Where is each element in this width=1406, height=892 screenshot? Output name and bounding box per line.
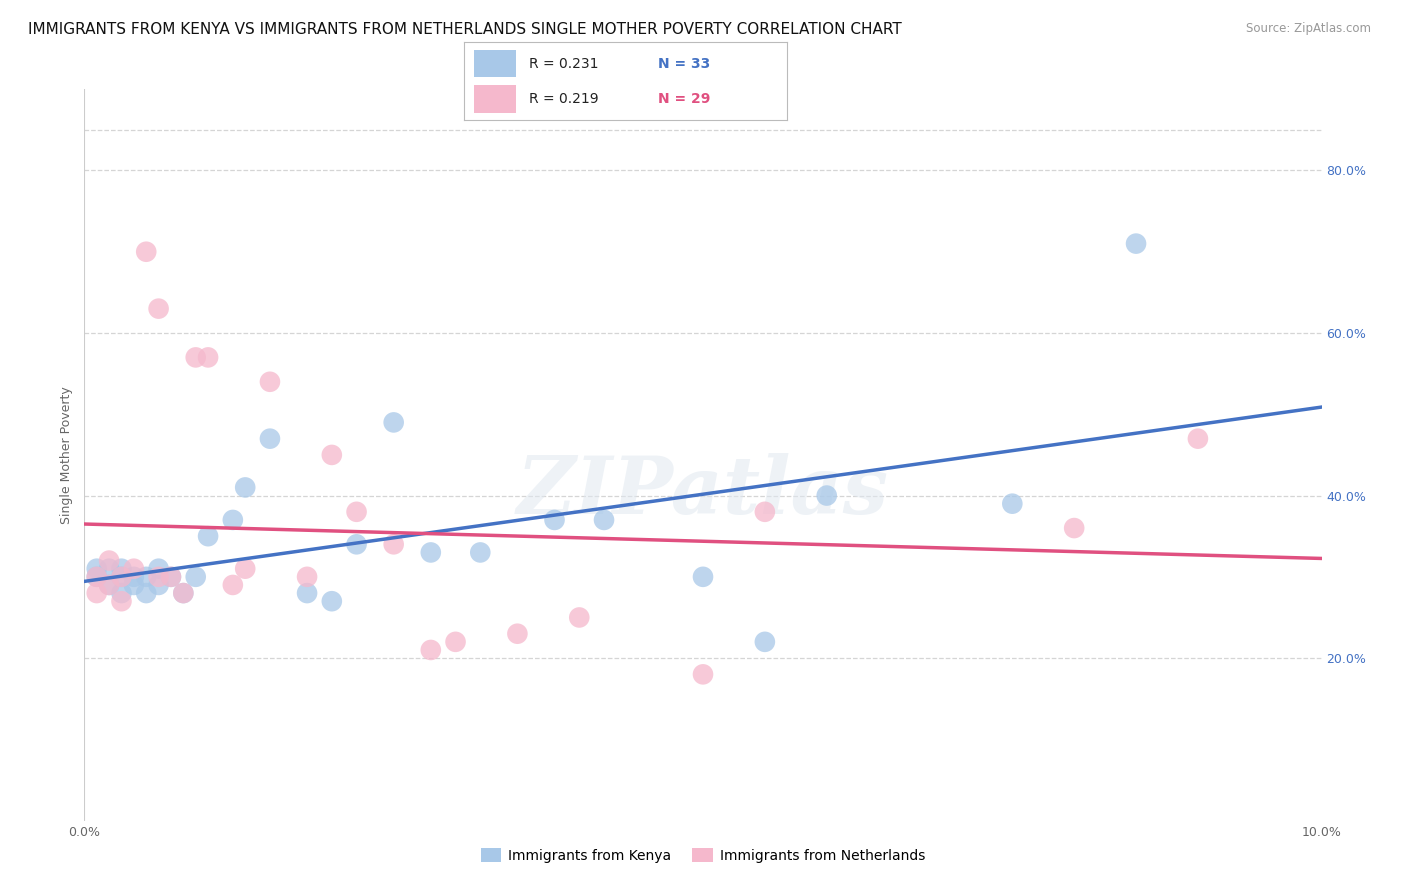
Point bbox=[1001, 497, 1024, 511]
Text: R = 0.219: R = 0.219 bbox=[529, 92, 599, 106]
Point bbox=[692, 570, 714, 584]
FancyBboxPatch shape bbox=[474, 85, 516, 112]
Point bbox=[184, 351, 207, 365]
Point bbox=[382, 416, 405, 430]
Text: ZIPatlas: ZIPatlas bbox=[517, 453, 889, 530]
Point bbox=[135, 570, 157, 584]
Point bbox=[346, 537, 368, 551]
Point bbox=[122, 570, 145, 584]
Point bbox=[543, 513, 565, 527]
Point bbox=[135, 586, 157, 600]
Point bbox=[86, 562, 108, 576]
Point bbox=[135, 244, 157, 259]
Point bbox=[295, 586, 318, 600]
Point bbox=[444, 635, 467, 649]
Point bbox=[593, 513, 616, 527]
Text: Source: ZipAtlas.com: Source: ZipAtlas.com bbox=[1246, 22, 1371, 36]
Point bbox=[197, 529, 219, 543]
Point bbox=[122, 578, 145, 592]
Point bbox=[160, 570, 183, 584]
Point bbox=[259, 432, 281, 446]
Point bbox=[160, 570, 183, 584]
Point bbox=[110, 570, 132, 584]
Point bbox=[98, 578, 121, 592]
Point bbox=[1187, 432, 1209, 446]
Text: R = 0.231: R = 0.231 bbox=[529, 56, 598, 70]
Y-axis label: Single Mother Poverty: Single Mother Poverty bbox=[60, 386, 73, 524]
Point bbox=[110, 562, 132, 576]
Point bbox=[295, 570, 318, 584]
Point bbox=[754, 635, 776, 649]
Point bbox=[1063, 521, 1085, 535]
Point bbox=[568, 610, 591, 624]
Point bbox=[506, 626, 529, 640]
Point bbox=[222, 578, 245, 592]
Point bbox=[86, 586, 108, 600]
Point bbox=[98, 578, 121, 592]
Point bbox=[233, 562, 256, 576]
FancyBboxPatch shape bbox=[474, 50, 516, 78]
Point bbox=[419, 545, 441, 559]
Point bbox=[98, 553, 121, 567]
Point bbox=[1125, 236, 1147, 251]
Point bbox=[470, 545, 492, 559]
Point bbox=[148, 570, 170, 584]
Point bbox=[233, 480, 256, 494]
Legend: Immigrants from Kenya, Immigrants from Netherlands: Immigrants from Kenya, Immigrants from N… bbox=[475, 843, 931, 869]
Point bbox=[259, 375, 281, 389]
Point bbox=[86, 570, 108, 584]
Text: N = 29: N = 29 bbox=[658, 92, 710, 106]
Point bbox=[692, 667, 714, 681]
Point bbox=[122, 562, 145, 576]
Point bbox=[98, 562, 121, 576]
Point bbox=[172, 586, 194, 600]
Point bbox=[419, 643, 441, 657]
Point bbox=[321, 594, 343, 608]
Point bbox=[754, 505, 776, 519]
Point bbox=[86, 570, 108, 584]
Point bbox=[222, 513, 245, 527]
Point bbox=[172, 586, 194, 600]
Point bbox=[110, 594, 132, 608]
Point bbox=[148, 301, 170, 316]
Point bbox=[148, 578, 170, 592]
Point bbox=[110, 586, 132, 600]
Point bbox=[346, 505, 368, 519]
Point bbox=[197, 351, 219, 365]
Point bbox=[184, 570, 207, 584]
Point bbox=[148, 562, 170, 576]
Point bbox=[815, 489, 838, 503]
Text: N = 33: N = 33 bbox=[658, 56, 710, 70]
Text: IMMIGRANTS FROM KENYA VS IMMIGRANTS FROM NETHERLANDS SINGLE MOTHER POVERTY CORRE: IMMIGRANTS FROM KENYA VS IMMIGRANTS FROM… bbox=[28, 22, 901, 37]
Point bbox=[110, 570, 132, 584]
Point bbox=[321, 448, 343, 462]
Point bbox=[382, 537, 405, 551]
